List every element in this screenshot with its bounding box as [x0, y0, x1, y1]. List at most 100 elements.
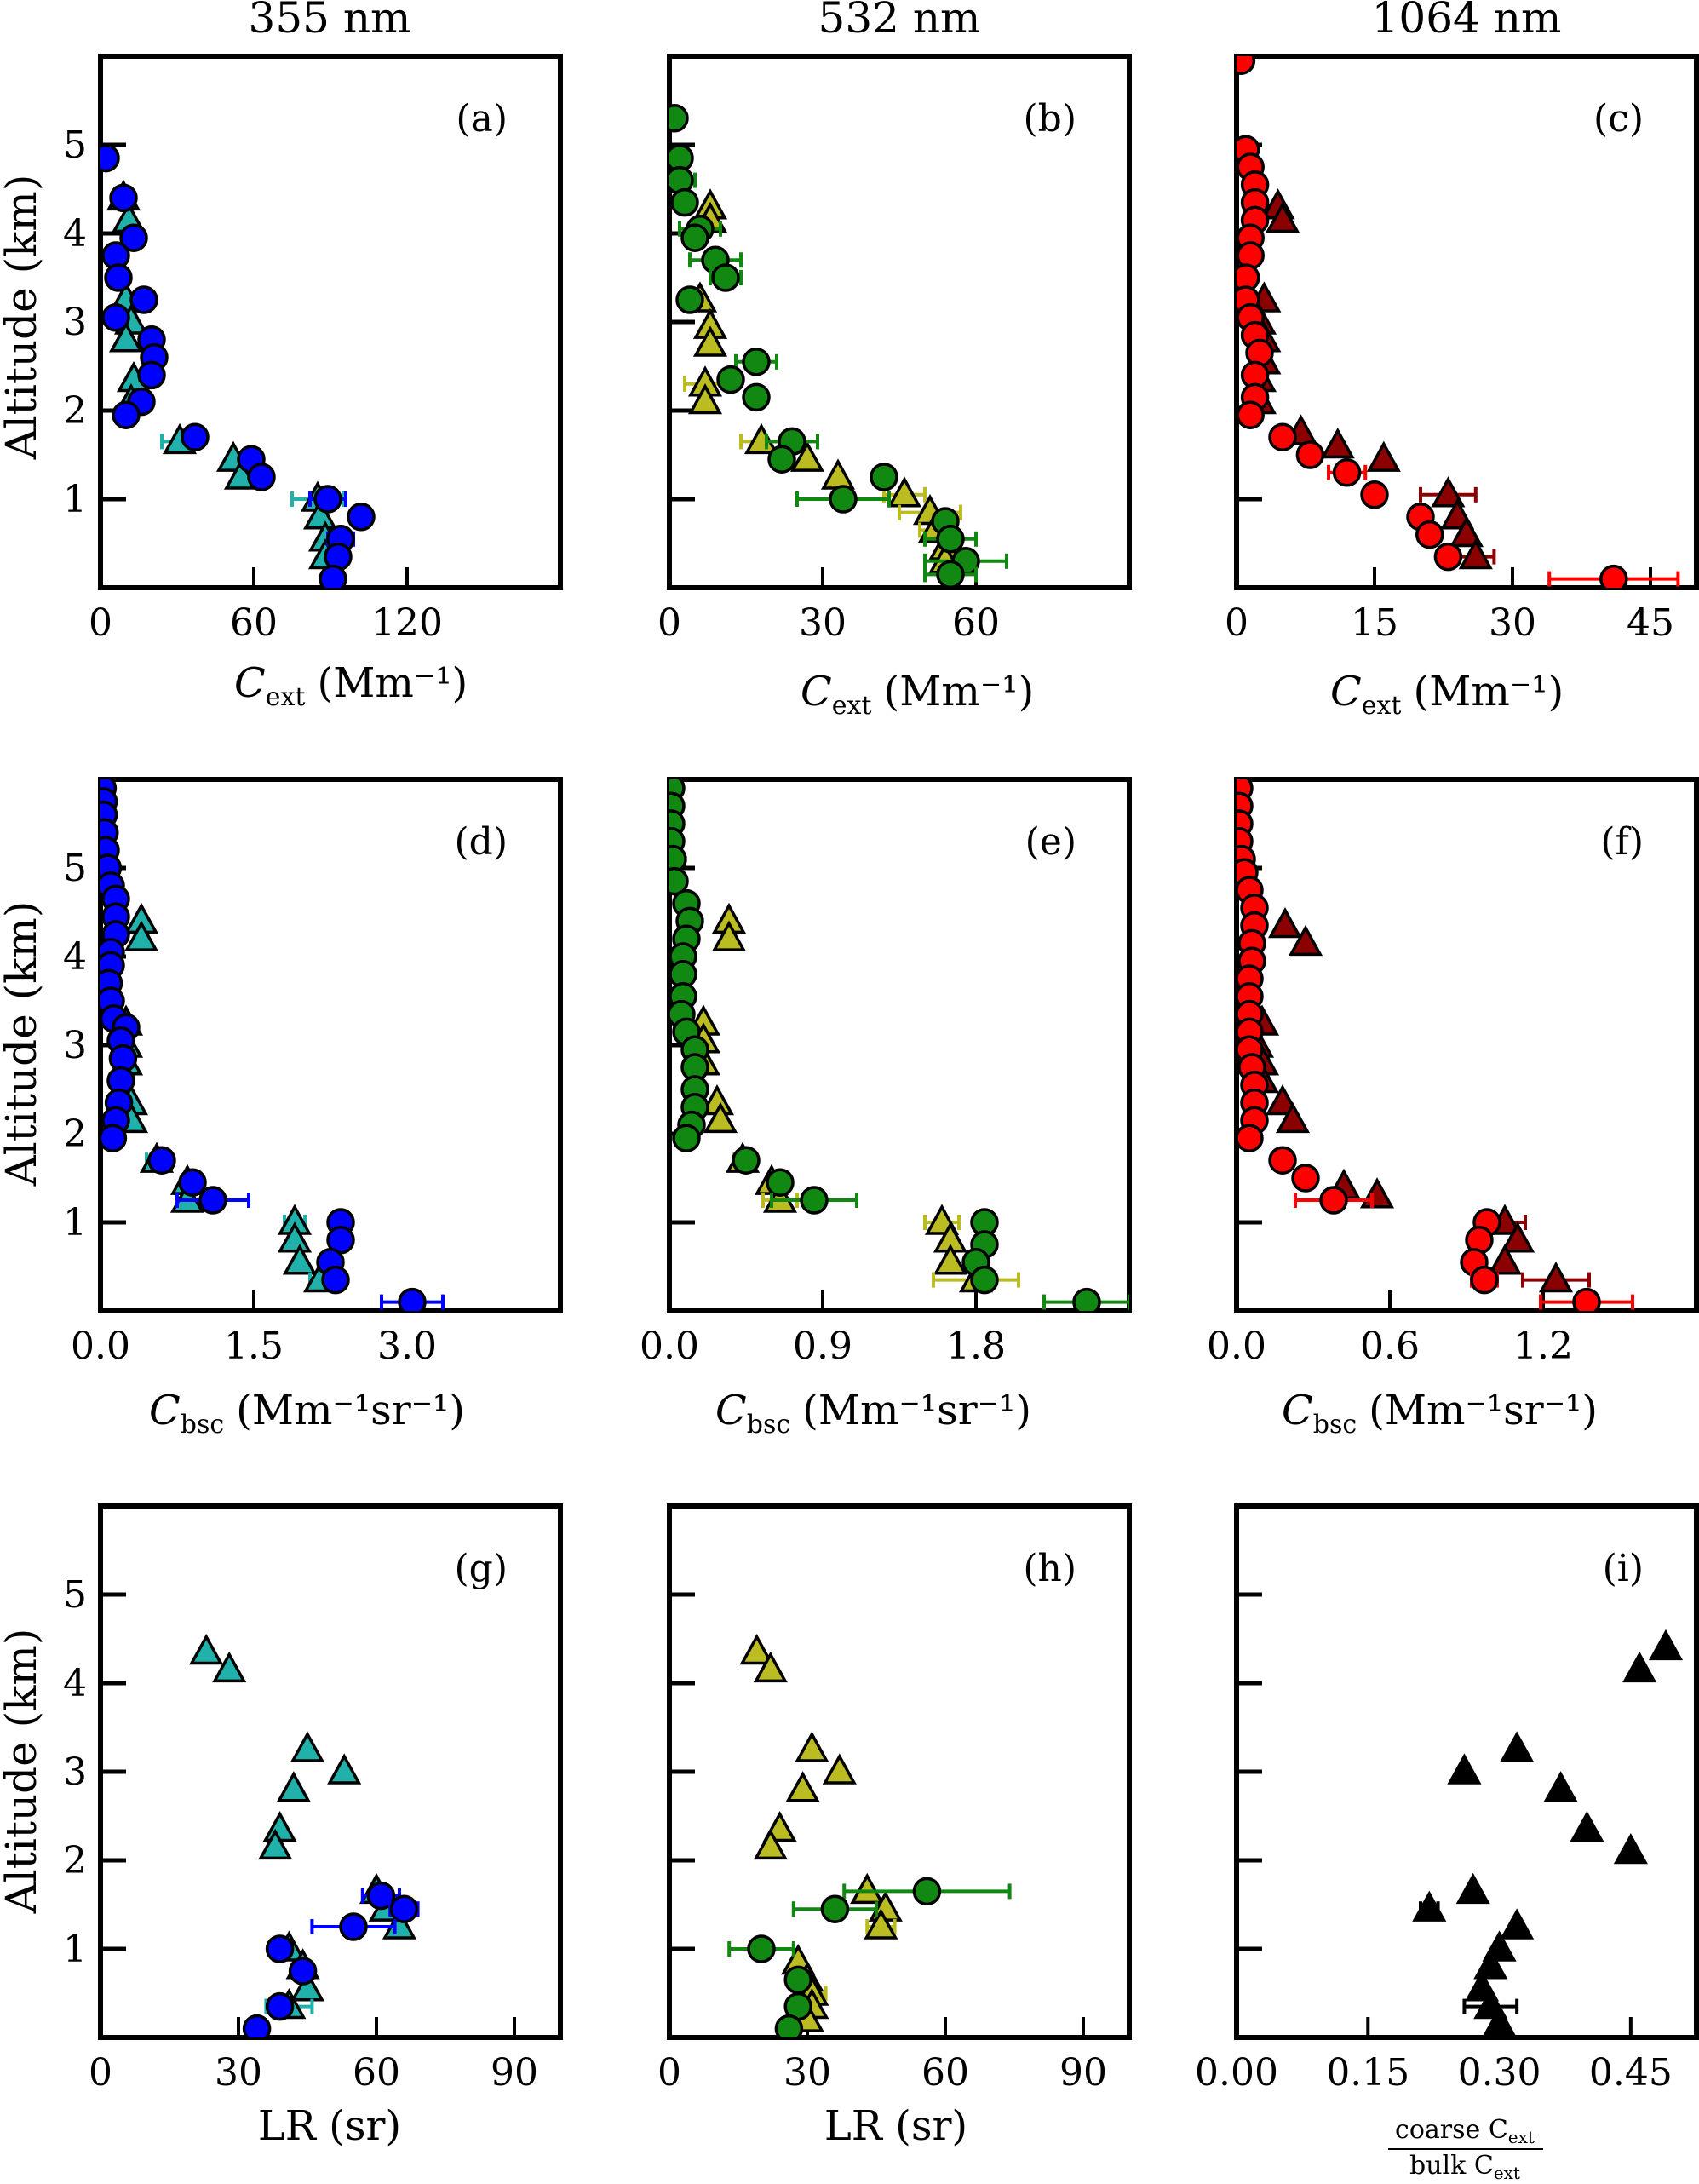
x-tick-label: 3.0 [377, 1325, 437, 1368]
data-point-circle [112, 400, 141, 429]
svg-text:Cbsc(Mm⁻¹sr⁻¹): Cbsc (Mm⁻¹sr⁻¹) [1282, 1387, 1598, 1440]
y-tick-label: 4 [63, 1662, 87, 1705]
series-triangle [108, 902, 338, 1293]
data-point-triangle [276, 1771, 311, 1802]
column-title-1064: 1064 nm [1372, 0, 1562, 43]
x-tick-label: 30 [799, 601, 847, 645]
x-axis-label-f: Cbsc (Mm⁻¹sr⁻¹) [1282, 1387, 1598, 1440]
panel-label: (i) [1603, 1547, 1644, 1590]
data-point-triangle [1265, 1083, 1300, 1116]
data-point-triangle [1359, 1177, 1395, 1209]
data-point-circle [147, 1146, 176, 1175]
x-tick-label: 0.0 [640, 1325, 699, 1368]
data-point-circle [389, 1894, 419, 1923]
data-point-circle [1237, 400, 1265, 429]
x-axis-label-b: Cext (Mm⁻¹) [801, 668, 1034, 721]
data-point-triangle [1570, 1810, 1604, 1842]
x-axis-label-a: Cext (Mm⁻¹) [234, 659, 468, 712]
data-point-triangle [1482, 2005, 1517, 2037]
x-tick-label: 30 [215, 2051, 262, 2095]
data-point-circle [1470, 1265, 1499, 1295]
column-title-355: 355 nm [249, 0, 411, 43]
y-tick-label: 2 [63, 1112, 87, 1156]
data-point-circle [398, 1287, 427, 1311]
data-point-triangle [1543, 1771, 1578, 1802]
x-tick-label: 0 [1225, 601, 1248, 645]
x-tick-label: 30 [783, 2051, 831, 2095]
y-tick-label: 5 [63, 1573, 87, 1617]
data-point-circle [1291, 1164, 1320, 1193]
y-tick-label: 1 [63, 1928, 87, 1971]
series-circle [100, 143, 376, 588]
panel-h: 0 30 60 90 (h) [657, 1503, 1132, 2095]
plot-area [1237, 56, 1680, 588]
data-point-circle [1360, 480, 1389, 509]
data-point-triangle [1449, 515, 1484, 548]
data-point-circle [670, 187, 699, 217]
plot-area [669, 779, 1129, 1311]
data-point-circle [716, 365, 745, 394]
data-point-triangle [887, 476, 922, 508]
data-point-circle [767, 445, 796, 474]
data-point-circle [1599, 564, 1628, 588]
data-point-circle [783, 1965, 812, 1995]
data-point-triangle [327, 1753, 362, 1785]
y-tick-label: 3 [63, 1750, 87, 1794]
data-point-triangle [108, 321, 144, 353]
x-tick-label: 90 [491, 2051, 538, 2095]
data-point-triangle [743, 422, 779, 455]
data-point-circle [1237, 1124, 1264, 1152]
data-point-circle [672, 1124, 701, 1152]
y-axis-label-row1: Altitude (km) [0, 175, 46, 461]
panel-f: 0.0 0.6 1.2 (f) [1207, 777, 1699, 1368]
data-point-circle [137, 360, 166, 390]
plot-area [727, 1633, 1012, 2037]
x-tick-label: 15 [1351, 601, 1398, 645]
data-point-circle [766, 1168, 795, 1197]
data-point-circle [288, 1957, 318, 1986]
plot-area [1237, 779, 1634, 1311]
plot-area [100, 143, 376, 588]
data-point-triangle [302, 498, 338, 530]
data-point-circle [100, 1124, 128, 1152]
y-tick-label: 3 [63, 1024, 87, 1067]
x-tick-label: 45 [1627, 601, 1674, 645]
data-point-triangle [1366, 440, 1401, 472]
data-point-circle [1572, 1287, 1601, 1311]
data-point-circle [100, 143, 120, 173]
y-tick-label: 1 [63, 1201, 87, 1244]
data-point-circle [104, 263, 133, 292]
data-point-circle [129, 285, 158, 314]
svg-text:bulk Cext: bulk Cext [1409, 2151, 1520, 2183]
data-point-circle [936, 525, 965, 554]
series-triangle [686, 902, 1020, 1293]
data-point-triangle [290, 1731, 325, 1762]
data-point-circle [912, 1877, 942, 1906]
data-point-circle [321, 1265, 350, 1295]
panel-label: (g) [455, 1547, 508, 1590]
svg-text:Cext(Mm⁻¹): Cext (Mm⁻¹) [234, 659, 468, 712]
x-tick-label: 30 [1489, 601, 1536, 645]
data-point-circle [774, 2014, 804, 2037]
column-title-532: 532 nm [818, 0, 981, 43]
plot-area [189, 1633, 420, 2037]
data-point-circle [1433, 542, 1463, 572]
data-point-circle [1072, 1287, 1101, 1311]
y-axis-label-row2: Altitude (km) [0, 901, 46, 1187]
data-point-triangle [212, 1651, 247, 1683]
data-point-triangle [692, 325, 728, 357]
data-point-triangle [1648, 1629, 1684, 1661]
data-point-circle [1332, 458, 1362, 487]
column-titles: 355 nm 532 nm 1064 nm [249, 0, 1562, 43]
data-point-circle [247, 463, 276, 491]
panel-label: (d) [455, 820, 508, 864]
series-circle [727, 1877, 1012, 2037]
data-point-triangle [789, 440, 825, 472]
x-tick-label: 0 [89, 2051, 112, 2095]
data-point-triangle [820, 458, 856, 490]
data-point-circle [742, 382, 771, 412]
data-point-triangle [753, 1651, 788, 1683]
plot-area [1412, 1629, 1684, 2037]
data-point-circle [680, 223, 709, 252]
